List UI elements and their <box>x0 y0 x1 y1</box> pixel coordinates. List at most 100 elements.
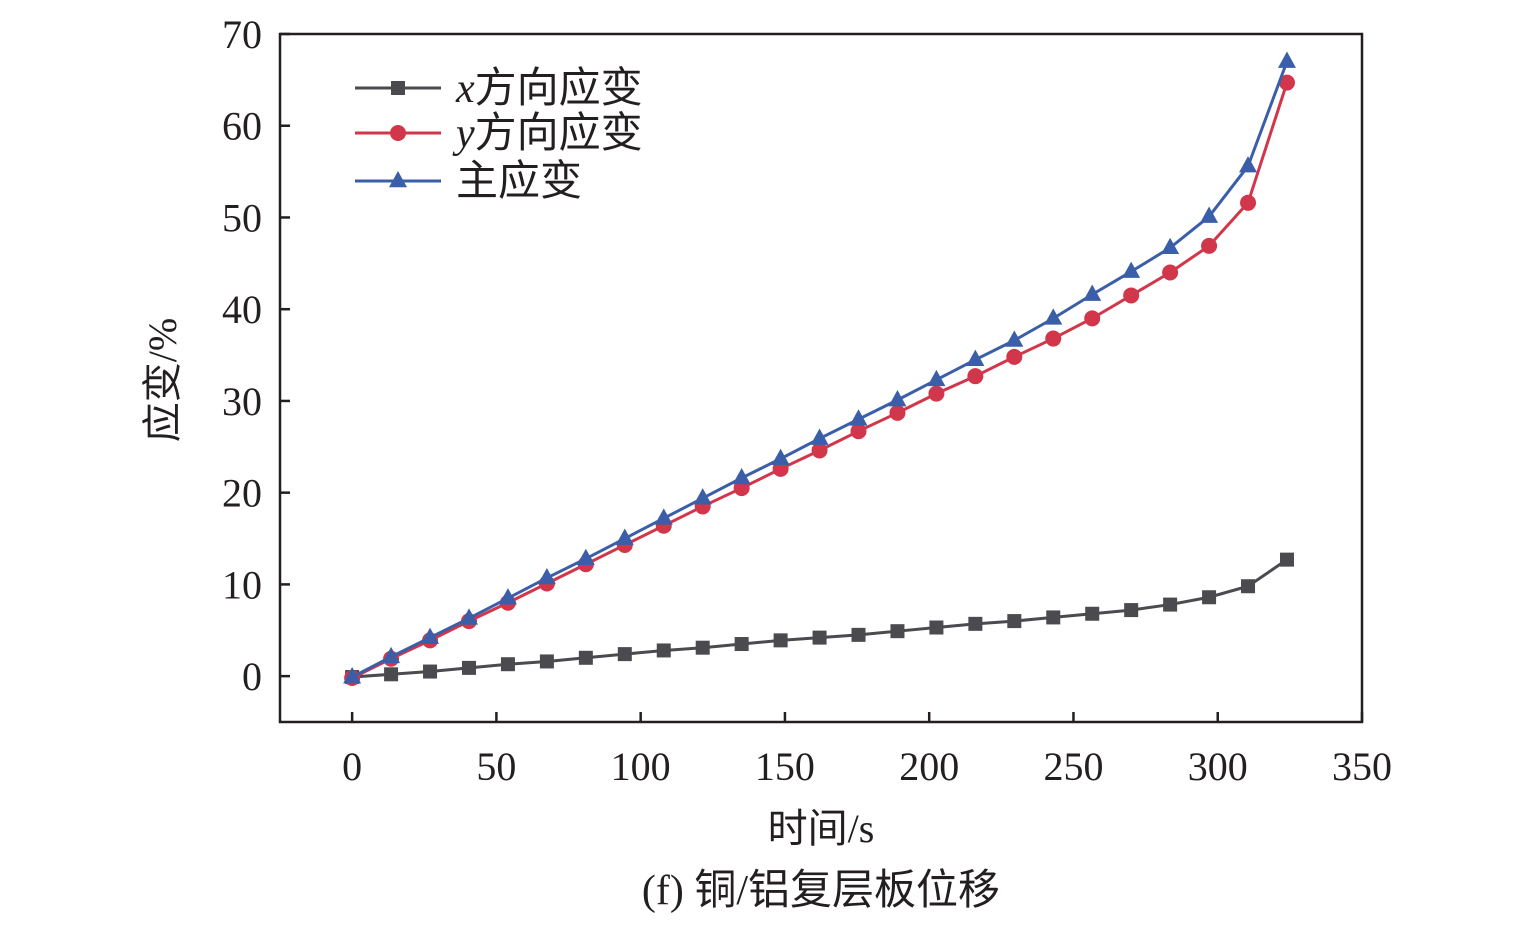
series-3-point <box>576 548 595 566</box>
series-2-point <box>1162 264 1179 281</box>
series-1-point <box>890 624 905 639</box>
legend-item-1: x方向应变 <box>355 65 643 112</box>
series-1-point <box>500 657 515 672</box>
x-tick-label: 200 <box>899 744 959 789</box>
y-tick-label: 70 <box>222 12 262 57</box>
series-2-point <box>1240 194 1257 211</box>
series-2-point <box>1045 330 1062 347</box>
x-tick-label: 300 <box>1188 744 1248 789</box>
series-2-point <box>889 404 906 421</box>
series-1-point <box>1241 579 1256 594</box>
series-3-point <box>343 667 362 684</box>
legend-label: x方向应变 <box>455 65 643 112</box>
series-1-point <box>1202 590 1217 605</box>
y-tick-label: 50 <box>222 195 262 240</box>
series-3-point <box>927 369 946 387</box>
series-1-point <box>578 650 593 665</box>
series-1-line <box>352 558 1288 679</box>
series-3-point <box>615 528 634 545</box>
x-axis-ticks: 0 50 100 150 200 250 300 350 <box>342 712 1392 789</box>
series-1-point <box>734 637 749 652</box>
series-3-point <box>966 349 985 366</box>
series-1-point <box>384 667 399 682</box>
series-1-point <box>851 627 866 642</box>
x-tick-label: 350 <box>1332 744 1392 789</box>
x-tick-label: 50 <box>476 744 516 789</box>
y-tick-label: 20 <box>222 471 262 516</box>
series-1-point <box>695 640 710 655</box>
series-2-point <box>1006 348 1023 365</box>
series-3-point <box>849 409 868 426</box>
series-1-point <box>1046 610 1061 625</box>
series-1 <box>345 552 1294 685</box>
series-3-point <box>654 508 673 525</box>
x-tick-label: 150 <box>755 744 815 789</box>
series-2-point <box>850 423 867 440</box>
series-3-point <box>810 428 829 445</box>
y-tick-label: 30 <box>222 379 262 424</box>
series-1-point <box>1007 614 1022 629</box>
y-tick-label: 60 <box>222 104 262 149</box>
series-1-point <box>423 664 438 679</box>
series-3-point <box>1277 51 1296 68</box>
series-3-point <box>537 567 556 585</box>
legend-label-prefix: x <box>455 66 475 112</box>
series-1-point <box>929 620 944 635</box>
series-1-point <box>1163 597 1178 612</box>
series-1-point <box>1085 606 1100 621</box>
series-3-point <box>1083 284 1102 301</box>
series-3-point <box>459 608 478 625</box>
series-2-point <box>1201 237 1218 254</box>
series-1-point <box>539 654 554 669</box>
legend-label-text: 方向应变 <box>475 110 643 157</box>
series-3-point <box>1122 261 1141 278</box>
series-1-point <box>461 660 476 675</box>
legend-label: 主应变 <box>456 158 582 205</box>
y-tick-label: 0 <box>242 654 262 699</box>
series-3-point <box>1239 156 1258 173</box>
legend-label-text: 主应变 <box>456 158 582 205</box>
series-1-point <box>1279 552 1294 567</box>
y-axis-ticks: 0 10 20 30 40 50 60 70 <box>222 12 290 699</box>
series-2-point <box>1278 74 1295 91</box>
series-layer <box>343 51 1296 686</box>
series-3-point <box>1161 237 1180 255</box>
series-2-point <box>967 368 984 385</box>
legend-label: y方向应变 <box>452 110 643 157</box>
series-1-point <box>812 630 827 645</box>
y-axis-title: 应变/% <box>140 318 185 442</box>
series-1-point <box>773 633 788 648</box>
series-2-point <box>1123 287 1140 304</box>
figure-caption: (f) 铜/铝复层板位移 <box>642 867 1000 914</box>
x-tick-label: 0 <box>342 744 362 789</box>
legend-item-2: y方向应变 <box>355 110 643 157</box>
series-3-point <box>1200 206 1219 223</box>
series-2-point <box>811 442 828 459</box>
legend-marker <box>391 81 405 95</box>
series-3-point <box>888 390 907 407</box>
legend-marker <box>390 125 406 141</box>
series-3 <box>343 51 1296 684</box>
series-1-point <box>656 643 671 658</box>
series-1-point <box>617 647 632 662</box>
series-3-point <box>1005 330 1024 347</box>
plot-frame <box>278 32 1364 724</box>
series-3-point <box>771 448 790 466</box>
legend-label-prefix: y <box>452 111 475 157</box>
series-3-point <box>732 467 751 485</box>
series-1-point <box>968 616 983 631</box>
legend-label-text: 方向应变 <box>475 65 643 112</box>
series-3-point <box>1044 308 1063 325</box>
series-3-point <box>421 627 440 644</box>
x-axis-title: 时间/s <box>768 806 875 851</box>
y-tick-label: 40 <box>222 287 262 332</box>
x-tick-label: 100 <box>611 744 671 789</box>
y-tick-label: 10 <box>222 562 262 607</box>
series-3-point <box>498 588 517 605</box>
series-2-point <box>928 385 945 402</box>
x-tick-label: 250 <box>1043 744 1103 789</box>
legend-marker <box>389 171 407 188</box>
legend-item-3: 主应变 <box>355 158 582 205</box>
